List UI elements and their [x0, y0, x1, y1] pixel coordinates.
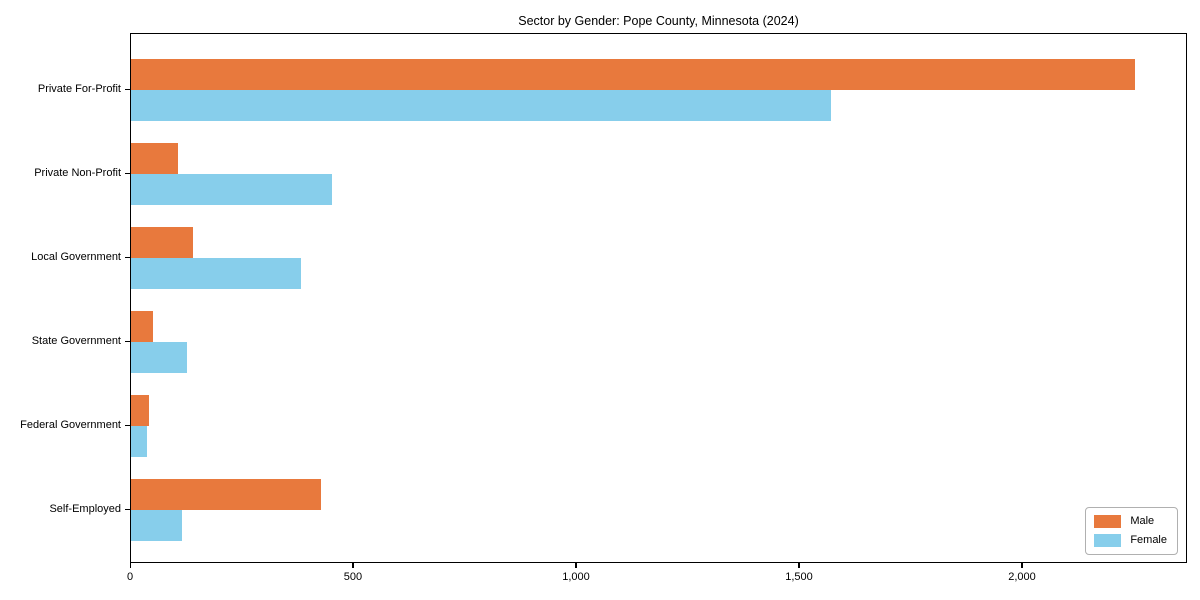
legend-item-female: Female — [1094, 534, 1167, 547]
x-tick-mark — [798, 563, 800, 568]
y-axis-label-3: State Government — [31, 335, 121, 347]
bar-male-0 — [131, 59, 1135, 90]
bar-male-2 — [131, 227, 194, 258]
x-axis-label-3: 1,500 — [785, 571, 813, 583]
x-tick-mark — [575, 563, 577, 568]
bar-male-3 — [131, 311, 154, 342]
legend-label: Male — [1130, 515, 1155, 527]
x-tick-mark — [1021, 563, 1023, 568]
bar-female-4 — [131, 426, 147, 457]
y-axis-label-4: Federal Government — [20, 419, 121, 431]
x-tick-mark — [129, 563, 131, 568]
x-tick-mark — [352, 563, 354, 568]
bar-female-5 — [131, 510, 183, 541]
y-axis-label-0: Private For-Profit — [37, 83, 121, 95]
y-tick-mark — [125, 424, 130, 426]
plot-area: Male Female — [130, 33, 1187, 563]
x-axis-label-0: 0 — [126, 571, 134, 583]
x-axis-label-4: 2,000 — [1008, 571, 1036, 583]
bar-male-1 — [131, 143, 178, 174]
y-axis-label-5: Self-Employed — [49, 503, 121, 515]
bar-male-5 — [131, 479, 321, 510]
y-tick-mark — [125, 508, 130, 510]
chart-title: Sector by Gender: Pope County, Minnesota… — [518, 14, 799, 28]
y-tick-mark — [125, 172, 130, 174]
legend-label: Female — [1130, 534, 1167, 546]
legend: Male Female — [1085, 507, 1178, 555]
legend-swatch-male — [1094, 515, 1122, 528]
bar-female-0 — [131, 90, 832, 121]
legend-swatch-female — [1094, 534, 1122, 547]
x-axis-label-2: 1,000 — [562, 571, 590, 583]
y-axis-label-1: Private Non-Profit — [34, 167, 121, 179]
x-axis-label-1: 500 — [343, 571, 363, 583]
y-axis-label-2: Local Government — [31, 251, 121, 263]
y-tick-mark — [125, 88, 130, 90]
bar-female-2 — [131, 258, 301, 289]
bar-female-1 — [131, 174, 332, 205]
legend-item-male: Male — [1094, 515, 1167, 528]
y-tick-mark — [125, 340, 130, 342]
bar-male-4 — [131, 395, 149, 426]
y-tick-mark — [125, 256, 130, 258]
bar-female-3 — [131, 342, 187, 373]
